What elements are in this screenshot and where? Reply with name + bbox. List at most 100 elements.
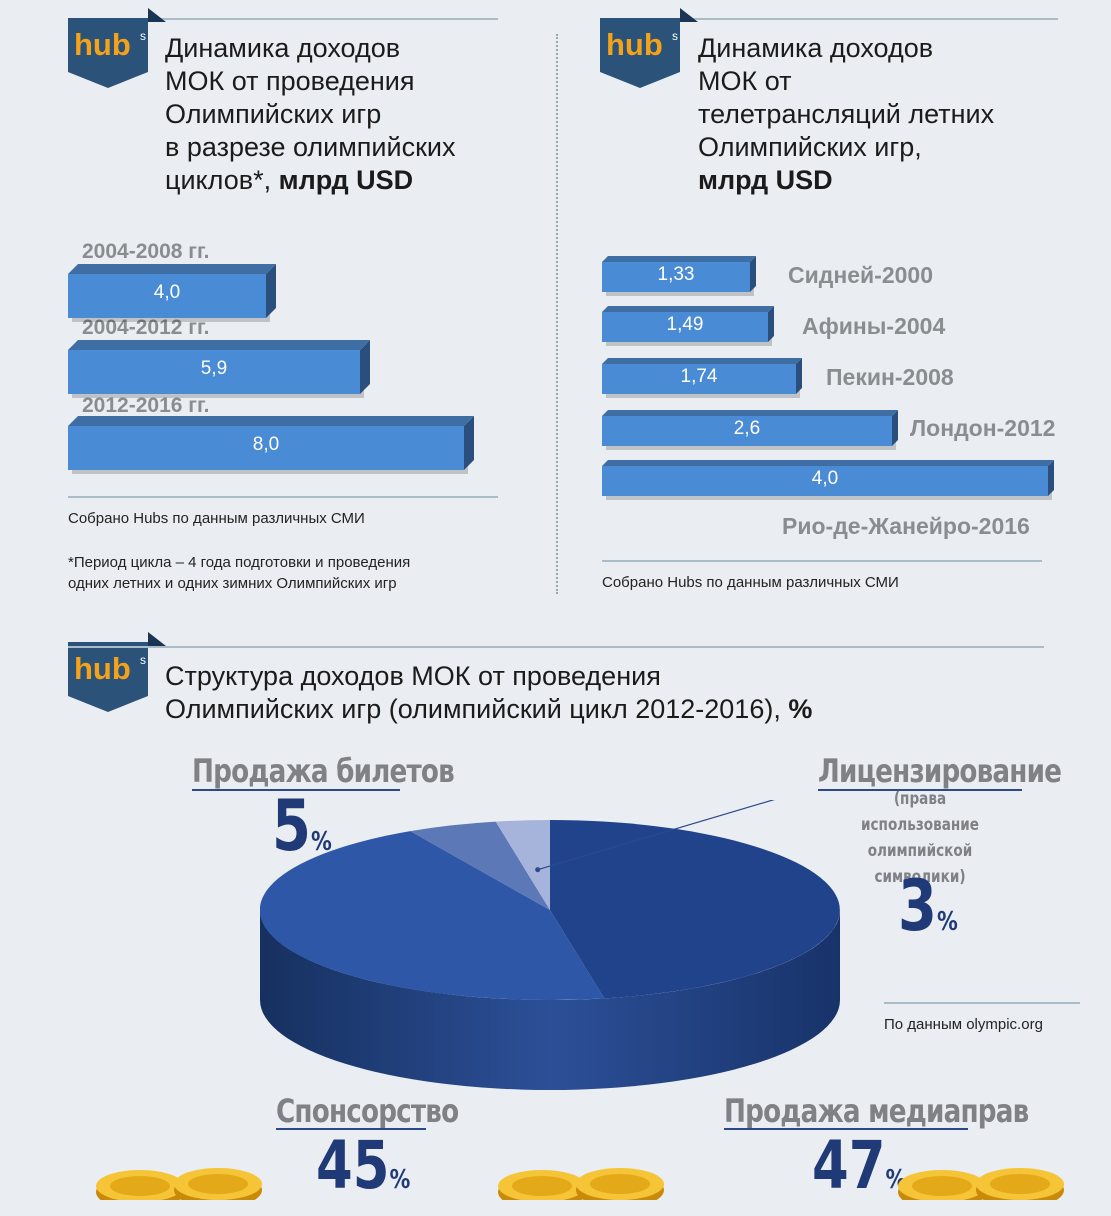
cycle-label: 2004-2008 гг.: [82, 240, 210, 263]
hubs-logo-icon: hub s: [68, 8, 166, 88]
bar-front: [602, 312, 768, 342]
title-line: телетрансляций летних: [698, 99, 995, 129]
hubs-logo-icon: hub s: [68, 632, 166, 712]
right-chart-title: Динамика доходов МОК от телетрансляций л…: [698, 32, 994, 197]
title-unit: %: [788, 694, 813, 724]
bar-top: [602, 256, 756, 262]
city-label: Лондон-2012: [910, 415, 1056, 441]
bar-side: [360, 340, 370, 394]
bar-front: [602, 364, 796, 394]
title-line: циклов*, млрд USD: [165, 165, 414, 195]
svg-text:hub: hub: [74, 651, 131, 686]
gold-coins-icon: [898, 1168, 1064, 1200]
city-label: Рио-де-Жанейро-2016: [782, 513, 1030, 539]
bar-top: [68, 340, 370, 350]
bar-top: [602, 460, 1054, 466]
bar-top: [68, 416, 474, 426]
bar-front: [602, 262, 750, 292]
left-footnote: *Период цикла – 4 года подготовки и пров…: [68, 552, 410, 594]
tv-bar: [602, 410, 898, 450]
title-unit: млрд USD: [698, 165, 833, 195]
pie-slice: [495, 820, 550, 910]
title-line: Динамика доходов: [165, 33, 401, 63]
pie-slice: [550, 820, 840, 999]
tv-value-label: 1,49: [666, 314, 704, 335]
right-source-rule: [602, 560, 1042, 562]
svg-text:s: s: [672, 29, 678, 43]
cycle-label: 2012-2016 гг.: [82, 394, 210, 417]
cycle-value-label: 8,0: [252, 434, 280, 455]
cycle-value-label: 5,9: [200, 358, 228, 379]
bar-front: [68, 274, 266, 318]
licensing-note: (права использование олимпийской символи…: [838, 786, 1001, 890]
note-line: (права использование: [860, 789, 980, 835]
revenue-pie-chart: [260, 800, 840, 1090]
bar-top: [602, 410, 898, 416]
bar-top: [602, 358, 802, 364]
cycle-bar: [68, 416, 474, 474]
city-label: Сидней-2000: [788, 262, 933, 288]
tv-bar: [602, 256, 756, 296]
pie-slice: [260, 831, 605, 1001]
pie-category-label: Лицензирование: [818, 752, 1062, 790]
svg-text:hub: hub: [74, 27, 131, 62]
bar-side: [796, 358, 802, 394]
footnote-line: одних летних и одних зимних Олимпийских …: [68, 575, 397, 592]
svg-text:hub: hub: [606, 27, 663, 62]
title-line: Олимпийских игр,: [698, 132, 922, 162]
label-underline: [276, 1128, 426, 1130]
cycle-bar: [68, 340, 370, 398]
label-underline: [818, 789, 1022, 791]
bar-front: [602, 416, 892, 446]
pie-source-rule: [884, 1002, 1080, 1004]
note-line: олимпийской: [867, 841, 973, 861]
gold-coins-icon: [96, 1168, 262, 1200]
column-divider: [556, 34, 558, 594]
pie-slice: [410, 821, 550, 910]
bar-side: [1048, 460, 1054, 496]
tv-bar: [602, 306, 774, 346]
pie-category-label: Продажа билетов: [192, 752, 455, 790]
pie-source-note: По данным olympic.org: [884, 1016, 1043, 1033]
bar-front: [602, 466, 1048, 496]
bar-front: [68, 426, 464, 470]
bar-side: [464, 416, 474, 470]
cycle-value-label: 4,0: [153, 282, 181, 303]
tv-value-label: 1,33: [657, 264, 695, 285]
left-source-rule: [68, 496, 498, 498]
leader-line: [537, 800, 775, 871]
title-line: МОК от: [698, 66, 792, 96]
cycle-bar: [68, 264, 276, 322]
pie-percent-label: 3%: [898, 865, 958, 947]
title-line: Олимпийских игр (олимпийский цикл 2012-2…: [165, 694, 813, 724]
city-label: Афины-2004: [802, 313, 946, 339]
pie-percent-label: 5%: [272, 785, 332, 867]
title-line: Структура доходов МОК от проведения: [165, 661, 661, 691]
left-source-note: Собрано Hubs по данным различных СМИ: [68, 510, 365, 527]
svg-text:s: s: [140, 653, 146, 667]
pie-percent-label: 45%: [316, 1127, 411, 1204]
leader-dot: [535, 867, 541, 873]
tv-value-label: 2,6: [733, 418, 761, 439]
left-chart-title: Динамика доходов МОК от проведения Олимп…: [165, 32, 456, 197]
cycle-label: 2004-2012 гг.: [82, 316, 210, 339]
bar-side: [768, 306, 774, 342]
pie-percent-label: 47%: [812, 1127, 907, 1204]
city-label: Пекин-2008: [826, 364, 954, 390]
pie-category-label: Продажа медиаправ: [724, 1092, 1029, 1130]
pie-chart-title: Структура доходов МОК от проведения Олим…: [165, 660, 812, 726]
label-underline: [192, 789, 400, 791]
top-rule-right: [600, 18, 1058, 20]
bar-top: [602, 306, 774, 312]
note-line: символики): [874, 867, 966, 887]
tv-bar: [602, 460, 1054, 500]
title-line: МОК от проведения: [165, 66, 415, 96]
pie-category-label: Спонсорство: [276, 1092, 459, 1130]
title-line: Олимпийских игр: [165, 99, 382, 129]
tv-bar: [602, 358, 802, 398]
bar-top: [68, 264, 276, 274]
svg-text:s: s: [140, 29, 146, 43]
title-line: в разрезе олимпийских: [165, 132, 456, 162]
bottom-section-rule: [68, 646, 1044, 648]
title-line: млрд USD: [698, 164, 994, 197]
